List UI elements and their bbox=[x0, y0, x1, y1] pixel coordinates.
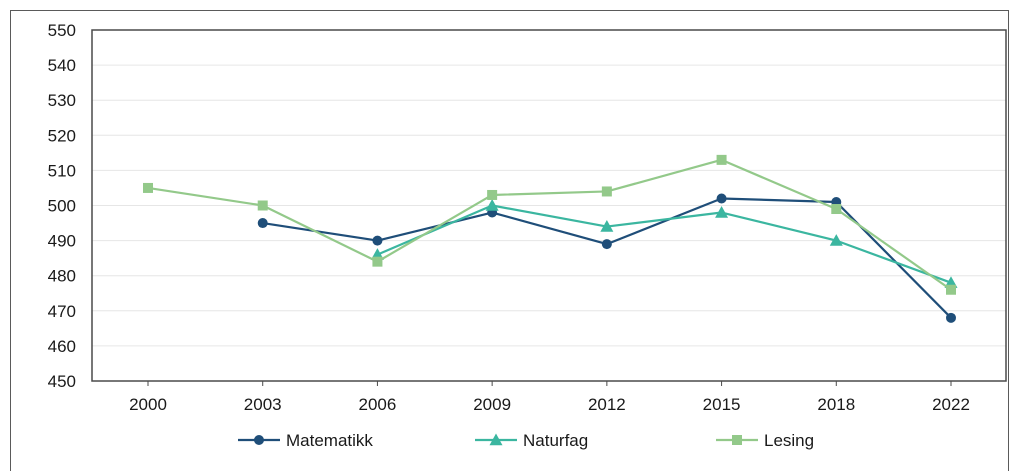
data-point bbox=[487, 189, 498, 200]
data-point bbox=[601, 186, 612, 197]
data-point bbox=[372, 256, 383, 267]
data-point bbox=[372, 235, 383, 246]
x-tick-label: 2000 bbox=[129, 395, 167, 414]
data-point bbox=[485, 199, 499, 211]
x-tick-label: 2009 bbox=[473, 395, 511, 414]
data-point bbox=[715, 206, 729, 218]
series-line bbox=[376, 204, 952, 284]
data-point bbox=[831, 204, 842, 215]
grid-lines bbox=[92, 64, 1006, 347]
x-tick-label: 2006 bbox=[359, 395, 397, 414]
y-tick-label: 450 bbox=[48, 372, 76, 391]
series-matematikk bbox=[257, 193, 956, 323]
legend-marker bbox=[732, 435, 742, 445]
y-tick-label: 480 bbox=[48, 267, 76, 286]
data-point bbox=[946, 312, 956, 323]
x-tick-labels: 2000 2003 2006 2009 2012 2015 2018 2022 bbox=[129, 381, 970, 414]
data-point bbox=[600, 220, 614, 232]
x-tick-label: 2022 bbox=[932, 395, 970, 414]
data-point bbox=[257, 200, 268, 211]
legend-label: Lesing bbox=[764, 431, 814, 450]
series-group bbox=[143, 154, 958, 323]
y-tick-label: 500 bbox=[48, 197, 76, 216]
data-point bbox=[601, 239, 612, 250]
legend-label: Matematikk bbox=[286, 431, 373, 450]
y-tick-label: 520 bbox=[48, 126, 76, 145]
chart-stage: 450 460 470 480 490 500 510 520 530 540 550 2000 20… bbox=[10, 10, 1009, 471]
y-tick-label: 530 bbox=[48, 91, 76, 110]
data-point bbox=[257, 218, 268, 229]
legend-item-lesing: Lesing bbox=[716, 431, 814, 450]
data-point bbox=[829, 234, 843, 246]
y-tick-label: 470 bbox=[48, 302, 76, 321]
y-tick-label: 510 bbox=[48, 161, 76, 180]
x-tick-label: 2012 bbox=[588, 395, 626, 414]
legend-item-naturfag: Naturfag bbox=[475, 431, 588, 450]
data-point bbox=[946, 284, 956, 295]
x-tick-label: 2015 bbox=[703, 395, 741, 414]
series-naturfag bbox=[370, 199, 958, 288]
series-lesing bbox=[143, 154, 956, 295]
y-tick-labels: 450 460 470 480 490 500 510 520 530 540 550 bbox=[48, 21, 76, 391]
chart-frame bbox=[10, 10, 1009, 471]
y-tick-label: 490 bbox=[48, 232, 76, 251]
legend-label: Naturfag bbox=[523, 431, 588, 450]
series-line bbox=[147, 158, 952, 291]
y-tick-label: 540 bbox=[48, 56, 76, 75]
data-point bbox=[143, 182, 153, 193]
x-tick-label: 2018 bbox=[817, 395, 855, 414]
legend-marker bbox=[489, 433, 503, 446]
legend-marker bbox=[254, 435, 264, 445]
plot-area-border bbox=[91, 29, 1007, 382]
legend-item-matematikk: Matematikk bbox=[238, 431, 373, 450]
y-tick-label: 550 bbox=[48, 21, 76, 40]
legend: Matematikk Naturfag Lesing bbox=[238, 431, 814, 450]
data-point bbox=[716, 193, 727, 204]
y-tick-label: 460 bbox=[48, 337, 76, 356]
x-tick-label: 2003 bbox=[244, 395, 282, 414]
data-point bbox=[716, 154, 727, 165]
